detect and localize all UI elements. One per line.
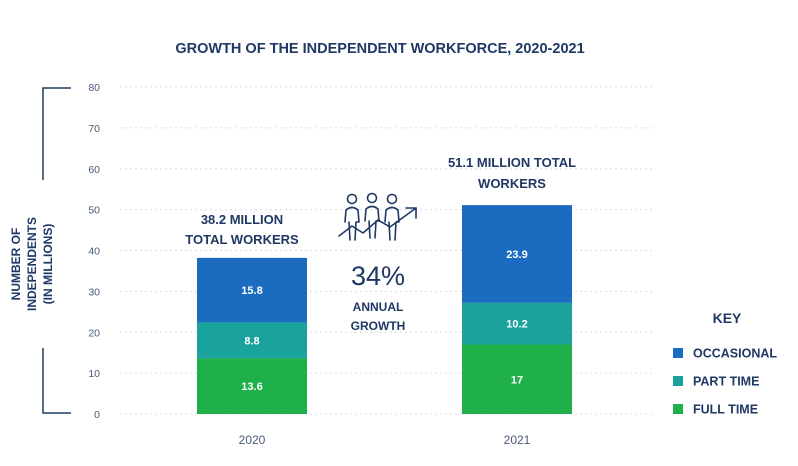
legend-swatch bbox=[673, 348, 683, 358]
legend-swatch bbox=[673, 404, 683, 414]
bar-segment-part-time-2021 bbox=[462, 302, 572, 345]
y-axis-label-line2: INDEPENDENTS bbox=[25, 217, 39, 311]
y-tick-label: 0 bbox=[94, 409, 100, 421]
data-label: 15.8 bbox=[241, 285, 262, 297]
bar-segment-part-time-2020 bbox=[197, 322, 307, 359]
people-growth-arrow-icon bbox=[338, 192, 417, 241]
bars: 13.6 8.8 15.8 17 10.2 23.9 bbox=[197, 205, 572, 414]
y-tick-labels: 0 10 20 30 40 50 60 70 80 bbox=[88, 82, 100, 421]
y-axis-label: NUMBER OF INDEPENDENTS (IN MILLIONS) bbox=[9, 217, 55, 311]
y-axis-label-line1: NUMBER OF bbox=[9, 228, 23, 301]
bar-segment-occasional-2021 bbox=[462, 205, 572, 303]
y-bracket-top bbox=[42, 87, 71, 180]
growth-label-line1: ANNUAL bbox=[353, 300, 404, 314]
x-tick-labels: 2020 2021 bbox=[239, 433, 531, 447]
y-tick-label: 10 bbox=[88, 368, 100, 380]
y-tick-label: 40 bbox=[88, 246, 100, 258]
total-2021-line2: WORKERS bbox=[478, 176, 546, 191]
legend-label: OCCASIONAL bbox=[693, 347, 777, 361]
y-axis-label-line3: (IN MILLIONS) bbox=[41, 224, 55, 305]
chart-title: GROWTH OF THE INDEPENDENT WORKFORCE, 202… bbox=[175, 41, 584, 57]
y-tick-label: 60 bbox=[88, 164, 100, 176]
growth-percent: 34% bbox=[351, 261, 405, 291]
legend-label: FULL TIME bbox=[693, 403, 758, 417]
total-2021-line1: 51.1 MILLION TOTAL bbox=[448, 155, 576, 170]
legend-label: PART TIME bbox=[693, 375, 759, 389]
legend: KEY OCCASIONAL PART TIME FULL TIME bbox=[673, 310, 777, 417]
data-label: 13.6 bbox=[241, 381, 262, 393]
y-tick-label: 70 bbox=[88, 123, 100, 135]
x-tick-label: 2021 bbox=[504, 433, 531, 447]
legend-swatch bbox=[673, 376, 683, 386]
y-bracket-bottom bbox=[42, 348, 71, 414]
y-tick-label: 30 bbox=[88, 286, 100, 298]
y-axis-bracket bbox=[42, 87, 71, 414]
y-tick-label: 80 bbox=[88, 82, 100, 94]
legend-items: OCCASIONAL PART TIME FULL TIME bbox=[673, 347, 777, 417]
legend-title: KEY bbox=[713, 310, 742, 326]
data-label: 8.8 bbox=[244, 335, 259, 347]
total-2020-line2: TOTAL WORKERS bbox=[185, 232, 299, 247]
growth-label-line2: GROWTH bbox=[351, 319, 406, 333]
y-tick-label: 20 bbox=[88, 327, 100, 339]
bar-segment-full-time-2021 bbox=[462, 344, 572, 414]
total-annotations: 38.2 MILLION TOTAL WORKERS 51.1 MILLION … bbox=[185, 155, 576, 247]
bar-segment-occasional-2020 bbox=[197, 257, 307, 323]
total-2020-line1: 38.2 MILLION bbox=[201, 212, 283, 227]
data-label: 17 bbox=[511, 374, 523, 386]
x-tick-label: 2020 bbox=[239, 433, 266, 447]
bar-segment-full-time-2020 bbox=[197, 358, 307, 414]
data-label: 23.9 bbox=[506, 249, 527, 261]
y-tick-label: 50 bbox=[88, 205, 100, 217]
data-label: 10.2 bbox=[506, 319, 527, 331]
